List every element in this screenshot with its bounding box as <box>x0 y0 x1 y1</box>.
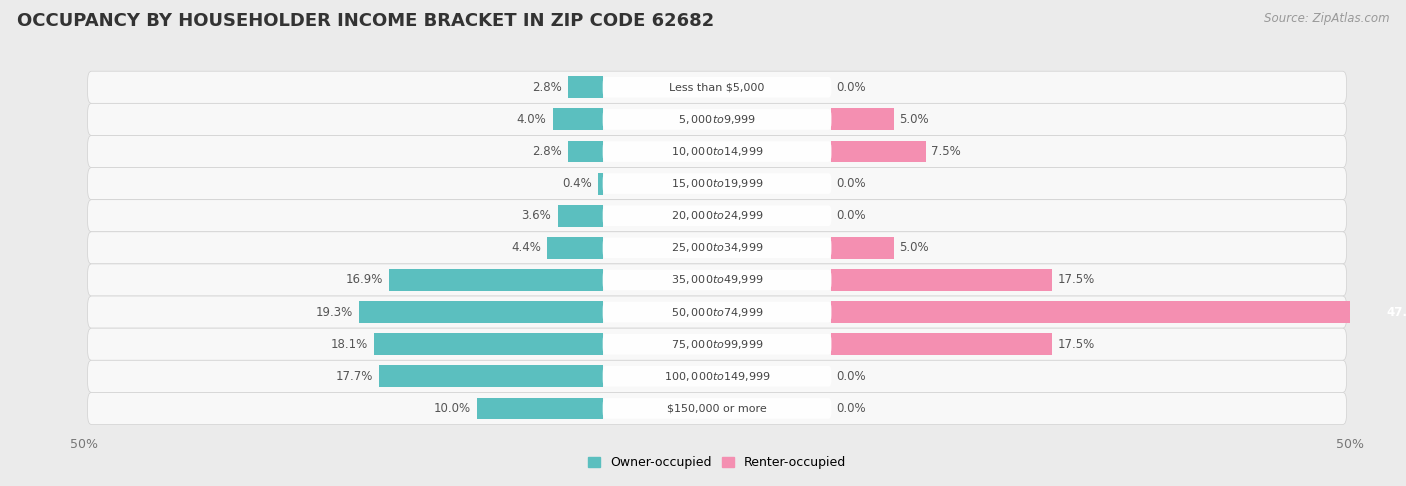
FancyBboxPatch shape <box>603 206 831 226</box>
Text: Source: ZipAtlas.com: Source: ZipAtlas.com <box>1264 12 1389 25</box>
FancyBboxPatch shape <box>87 136 1347 168</box>
FancyBboxPatch shape <box>87 328 1347 360</box>
Bar <box>598 173 603 194</box>
Text: $35,000 to $49,999: $35,000 to $49,999 <box>671 274 763 286</box>
FancyBboxPatch shape <box>603 302 831 322</box>
Bar <box>477 398 603 419</box>
FancyBboxPatch shape <box>87 168 1347 200</box>
FancyBboxPatch shape <box>603 270 831 290</box>
Text: $50,000 to $74,999: $50,000 to $74,999 <box>671 306 763 319</box>
Bar <box>558 205 603 226</box>
Text: $150,000 or more: $150,000 or more <box>668 403 766 414</box>
FancyBboxPatch shape <box>603 334 831 354</box>
FancyBboxPatch shape <box>603 398 831 419</box>
Text: Less than $5,000: Less than $5,000 <box>669 82 765 92</box>
Text: 7.5%: 7.5% <box>931 145 960 158</box>
Text: 2.8%: 2.8% <box>531 145 561 158</box>
FancyBboxPatch shape <box>603 366 831 386</box>
Legend: Owner-occupied, Renter-occupied: Owner-occupied, Renter-occupied <box>582 451 852 474</box>
Text: 0.4%: 0.4% <box>562 177 592 190</box>
Bar <box>374 333 603 355</box>
FancyBboxPatch shape <box>87 71 1347 104</box>
Text: 5.0%: 5.0% <box>900 242 929 254</box>
Text: 17.5%: 17.5% <box>1057 338 1095 351</box>
Bar <box>389 269 603 291</box>
Bar <box>380 365 603 387</box>
Bar <box>831 269 1052 291</box>
FancyBboxPatch shape <box>87 296 1347 328</box>
Bar <box>553 108 603 130</box>
Text: 18.1%: 18.1% <box>330 338 368 351</box>
Bar <box>831 140 927 162</box>
Text: 4.4%: 4.4% <box>512 242 541 254</box>
Bar <box>547 237 603 259</box>
Bar <box>831 333 1052 355</box>
FancyBboxPatch shape <box>603 174 831 194</box>
Text: 3.6%: 3.6% <box>522 209 551 222</box>
Text: 17.5%: 17.5% <box>1057 274 1095 286</box>
Text: 0.0%: 0.0% <box>837 81 866 94</box>
Text: 0.0%: 0.0% <box>837 209 866 222</box>
Bar <box>568 76 603 98</box>
Text: $25,000 to $34,999: $25,000 to $34,999 <box>671 242 763 254</box>
Text: 16.9%: 16.9% <box>346 274 382 286</box>
Text: OCCUPANCY BY HOUSEHOLDER INCOME BRACKET IN ZIP CODE 62682: OCCUPANCY BY HOUSEHOLDER INCOME BRACKET … <box>17 12 714 30</box>
Bar <box>831 301 1406 323</box>
Text: 2.8%: 2.8% <box>531 81 561 94</box>
Text: 19.3%: 19.3% <box>315 306 353 319</box>
Text: 47.5%: 47.5% <box>1386 306 1406 319</box>
FancyBboxPatch shape <box>603 77 831 98</box>
Text: $10,000 to $14,999: $10,000 to $14,999 <box>671 145 763 158</box>
Text: 17.7%: 17.7% <box>336 370 373 383</box>
FancyBboxPatch shape <box>87 200 1347 232</box>
Bar <box>831 108 894 130</box>
Bar <box>359 301 603 323</box>
FancyBboxPatch shape <box>603 109 831 130</box>
FancyBboxPatch shape <box>87 232 1347 264</box>
FancyBboxPatch shape <box>87 360 1347 392</box>
Text: $75,000 to $99,999: $75,000 to $99,999 <box>671 338 763 351</box>
Text: 0.0%: 0.0% <box>837 370 866 383</box>
FancyBboxPatch shape <box>87 264 1347 296</box>
Text: 0.0%: 0.0% <box>837 402 866 415</box>
Bar <box>568 140 603 162</box>
Text: $5,000 to $9,999: $5,000 to $9,999 <box>678 113 756 126</box>
FancyBboxPatch shape <box>87 392 1347 424</box>
Text: 5.0%: 5.0% <box>900 113 929 126</box>
FancyBboxPatch shape <box>603 238 831 258</box>
Text: 4.0%: 4.0% <box>516 113 546 126</box>
Text: $100,000 to $149,999: $100,000 to $149,999 <box>664 370 770 383</box>
FancyBboxPatch shape <box>603 141 831 162</box>
Bar <box>831 237 894 259</box>
Text: 0.0%: 0.0% <box>837 177 866 190</box>
Text: $20,000 to $24,999: $20,000 to $24,999 <box>671 209 763 222</box>
Text: 10.0%: 10.0% <box>433 402 470 415</box>
FancyBboxPatch shape <box>87 104 1347 136</box>
Text: $15,000 to $19,999: $15,000 to $19,999 <box>671 177 763 190</box>
